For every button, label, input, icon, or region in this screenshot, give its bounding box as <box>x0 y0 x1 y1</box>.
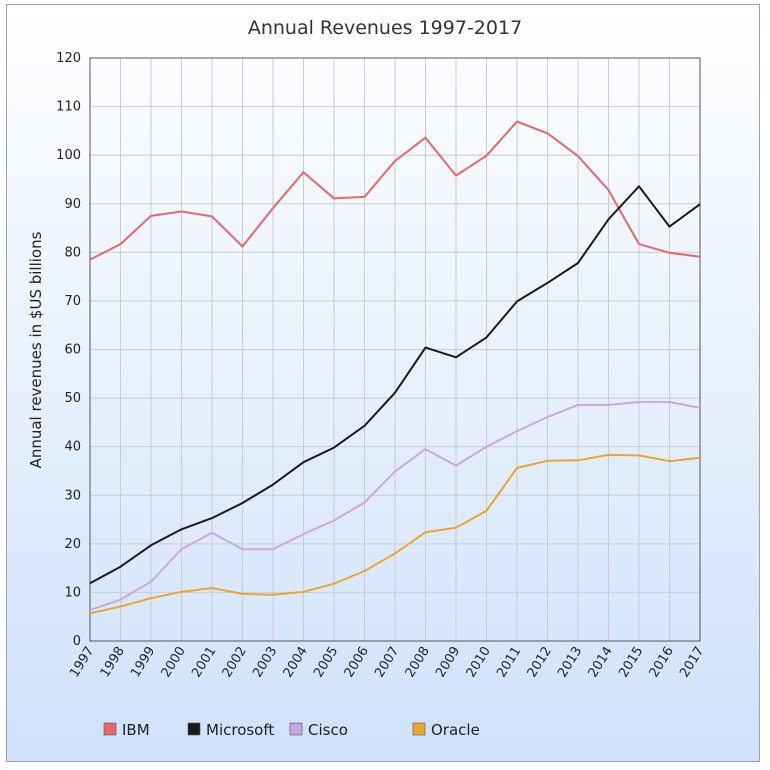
legend-label-oracle: Oracle <box>431 721 480 739</box>
x-tick-label: 2002 <box>220 644 250 680</box>
y-tick-label: 0 <box>73 634 81 649</box>
y-tick-label: 50 <box>64 391 81 406</box>
y-tick-label: 100 <box>56 148 81 163</box>
x-tick-label: 1997 <box>67 644 97 680</box>
y-tick-label: 90 <box>64 197 81 212</box>
x-tick-label: 2010 <box>464 644 494 680</box>
plot-area <box>89 57 701 642</box>
x-tick-label: 2014 <box>586 644 616 680</box>
y-axis-ticks: 0 10 20 30 40 50 60 70 80 90 100 110 120 <box>56 51 81 649</box>
x-tick-label: 2001 <box>189 644 219 680</box>
y-axis-label: Annual revenues in $US billions <box>27 231 45 468</box>
series-line-cisco <box>89 401 701 611</box>
legend-swatch-ibm <box>103 722 117 736</box>
x-tick-label: 1999 <box>128 644 158 680</box>
x-tick-label: 2015 <box>616 644 646 680</box>
legend-label-ibm: IBM <box>122 721 150 739</box>
x-tick-label: 2007 <box>372 644 402 680</box>
x-tick-label: 2005 <box>311 644 341 680</box>
y-tick-label: 80 <box>64 245 81 260</box>
y-tick-label: 120 <box>56 51 81 66</box>
y-tick-label: 40 <box>64 440 81 455</box>
series-line-oracle <box>89 453 701 615</box>
chart-title: Annual Revenues 1997-2017 <box>248 17 522 39</box>
series-lines <box>89 120 701 615</box>
x-tick-label: 2017 <box>677 644 707 680</box>
x-tick-label: 2013 <box>555 644 585 680</box>
x-tick-label: 2000 <box>159 644 189 680</box>
y-tick-label: 60 <box>64 343 81 358</box>
x-tick-label: 2011 <box>494 644 524 680</box>
y-tick-label: 10 <box>64 585 81 600</box>
legend-label-cisco: Cisco <box>308 721 348 739</box>
series-line-ibm <box>89 120 701 261</box>
x-tick-label: 1998 <box>98 644 128 680</box>
chart-container <box>6 4 760 762</box>
legend-swatch-cisco <box>289 722 303 736</box>
legend: IBM Microsoft Cisco Oracle <box>103 721 480 739</box>
x-tick-label: 2008 <box>403 644 433 680</box>
legend-swatch-oracle <box>412 722 426 736</box>
x-tick-label: 2003 <box>250 644 280 680</box>
x-tick-label: 2004 <box>281 644 311 680</box>
legend-swatch-microsoft <box>187 722 201 736</box>
y-tick-label: 30 <box>64 488 81 503</box>
legend-label-microsoft: Microsoft <box>206 721 274 739</box>
x-axis-ticks: 1997 1998 1999 2000 2001 2002 2003 2004 2005 2006… <box>67 644 707 680</box>
x-tick-label: 2006 <box>342 644 372 680</box>
x-tick-label: 2016 <box>647 644 677 680</box>
y-tick-label: 20 <box>64 537 81 552</box>
x-tick-label: 2009 <box>433 644 463 680</box>
y-tick-label: 110 <box>56 100 81 115</box>
series-line-microsoft <box>89 185 701 585</box>
y-tick-label: 70 <box>64 294 81 309</box>
x-tick-label: 2012 <box>525 644 555 680</box>
